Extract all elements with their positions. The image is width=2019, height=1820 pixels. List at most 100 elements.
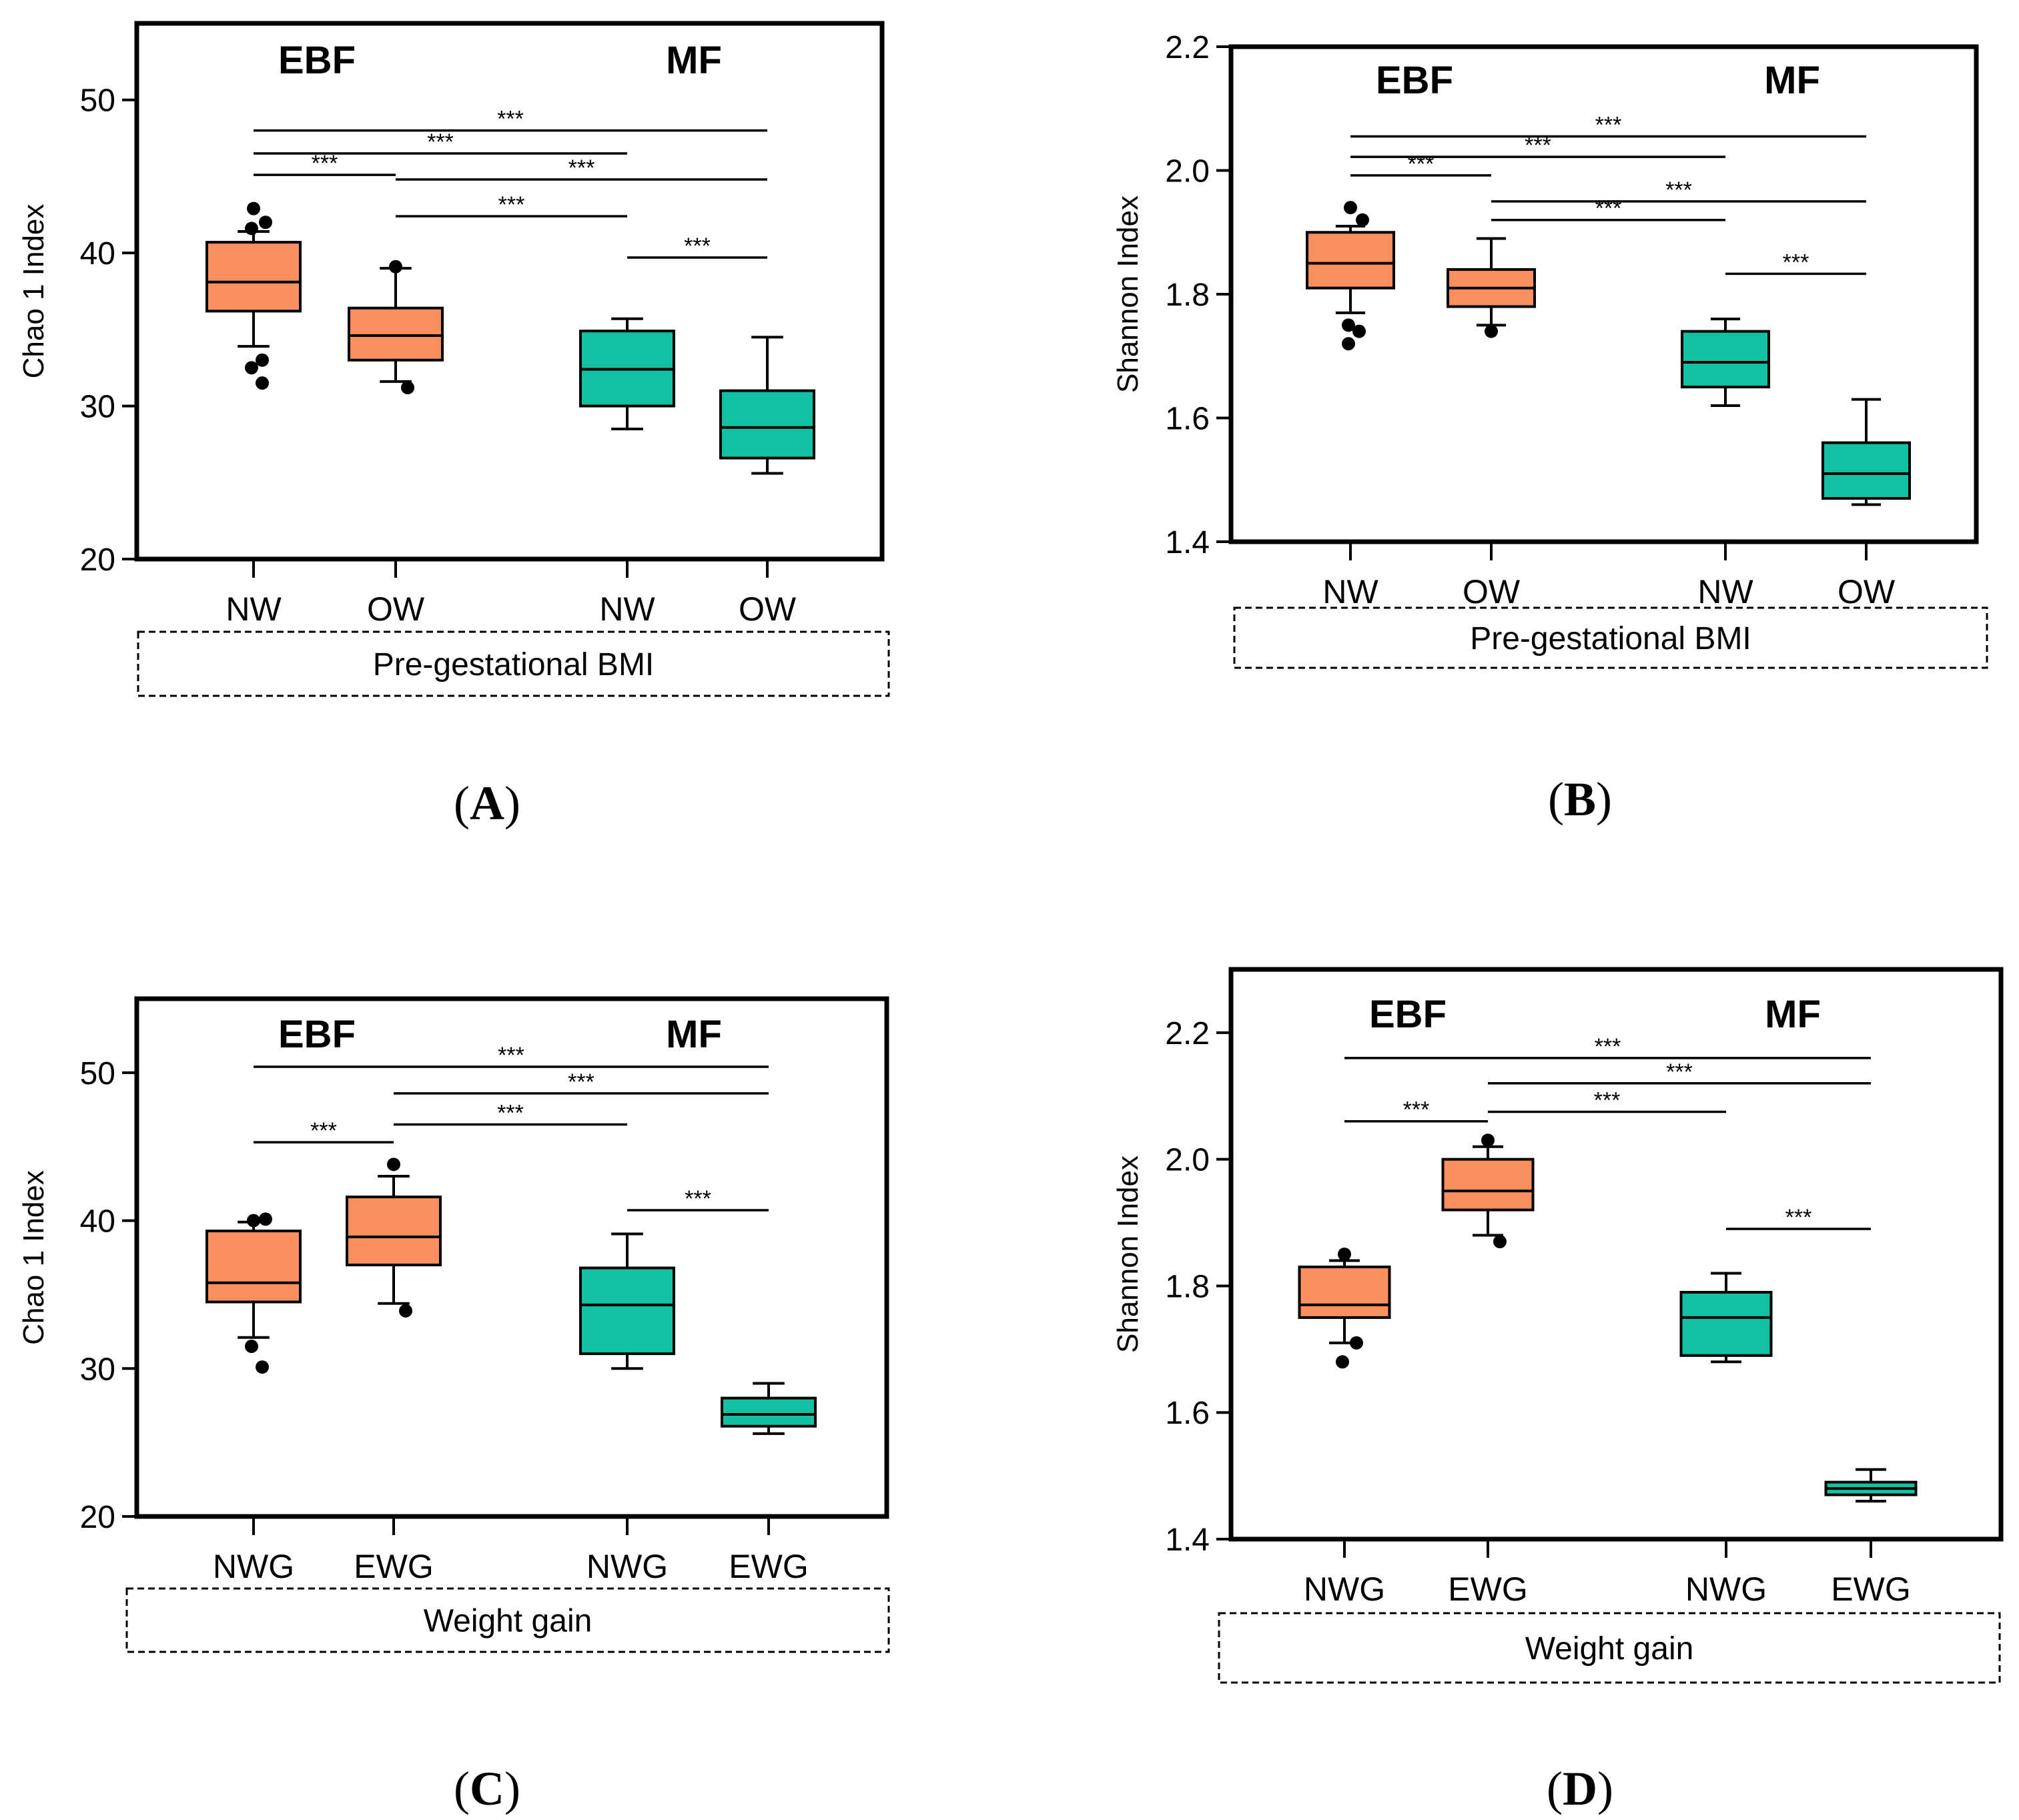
significance-label: *** — [497, 107, 524, 132]
box-iqr — [1441, 1158, 1535, 1212]
significance-label: *** — [1595, 196, 1622, 221]
box-ebf-nwg — [1298, 1248, 1391, 1369]
box-iqr — [579, 1266, 675, 1356]
significance-label: *** — [427, 129, 454, 155]
significance-label: *** — [1665, 177, 1692, 203]
outlier-point — [1342, 337, 1355, 351]
outlier-point — [1344, 201, 1357, 215]
y-tick-label: 1.6 — [1165, 1396, 1210, 1431]
y-tick-label: 1.8 — [1165, 1269, 1210, 1304]
x-category-label: EWG — [1831, 1570, 1910, 1608]
outlier-point — [1481, 1133, 1495, 1148]
box-mf-nw — [1681, 318, 1770, 407]
panel-letter: D — [1563, 1762, 1597, 1815]
outlier-point — [1338, 1248, 1351, 1261]
box-iqr — [206, 241, 302, 313]
significance-label: *** — [1595, 112, 1622, 137]
outlier-point — [247, 1214, 260, 1228]
outlier-point — [256, 353, 269, 367]
group-label-mf: MF — [666, 1013, 722, 1056]
x-category-label: NWG — [1685, 1570, 1767, 1608]
group-label-ebf: EBF — [1376, 59, 1453, 102]
box-iqr — [719, 389, 815, 460]
x-category-label: NW — [1697, 573, 1753, 610]
box-iqr — [348, 306, 444, 362]
panel-label: (D) — [1547, 1762, 1613, 1815]
box-ebf-nw — [1306, 201, 1395, 351]
panel-a: 20 30 40 50 Chao 1 Index NW OW NW OW EBF MF *** *** *… — [17, 21, 890, 830]
y-tick-label: 20 — [80, 542, 115, 578]
outlier-point — [1342, 318, 1355, 332]
significance-label: *** — [1525, 133, 1551, 158]
box-mf-ow — [719, 336, 815, 475]
y-tick-label: 50 — [80, 1056, 115, 1091]
outlier-point — [247, 201, 260, 215]
outlier-point — [256, 1360, 269, 1374]
outlier-point — [1350, 1336, 1363, 1350]
outlier-point — [1485, 324, 1498, 338]
x-category-label: EWG — [354, 1548, 433, 1585]
significance-label: *** — [685, 1186, 711, 1212]
group-label-ebf: EBF — [278, 1013, 356, 1056]
x-category-label: NW — [599, 590, 655, 628]
box-iqr — [346, 1196, 442, 1267]
y-tick-label: 50 — [80, 83, 115, 119]
y-tick-label: 30 — [80, 1352, 115, 1387]
footer-box — [125, 1587, 890, 1653]
outlier-point — [387, 1158, 400, 1172]
significance-label: *** — [568, 1069, 594, 1095]
box-mf-nwg — [1679, 1272, 1773, 1364]
panel-label: (A) — [454, 777, 520, 830]
significance-label: *** — [498, 1043, 524, 1068]
significance-label: *** — [1595, 1034, 1621, 1059]
panel-b: 1.4 1.6 1.8 2.0 2.2 Shannon Index NW OW NW OW EBF M… — [1112, 30, 1988, 826]
box-mf-nwg — [579, 1232, 675, 1370]
box-mf-nw — [579, 317, 675, 430]
outlier-point — [256, 376, 269, 390]
outlier-point — [1336, 1355, 1349, 1369]
outlier-point — [1356, 213, 1369, 227]
panel-letter: B — [1564, 773, 1596, 826]
significance-label: *** — [498, 192, 525, 217]
y-axis-label: Shannon Index — [1112, 195, 1144, 393]
plot-frame — [134, 21, 885, 562]
y-tick-label: 1.6 — [1165, 402, 1210, 437]
significance-label: *** — [1403, 1097, 1430, 1123]
footer-box — [1218, 1612, 2001, 1684]
x-category-label: EWG — [1448, 1570, 1527, 1608]
outlier-point — [401, 381, 414, 395]
outlier-point — [245, 361, 258, 375]
y-tick-label: 30 — [80, 390, 115, 425]
box-ebf-nw — [206, 201, 302, 390]
panel-c: 20 30 40 50 Chao 1 Index NWG EWG NWG EWG EBF MF ***… — [17, 996, 890, 1815]
box-iqr — [1679, 1290, 1773, 1357]
outlier-point — [245, 221, 258, 236]
outlier-point — [259, 1212, 272, 1226]
outlier-point — [1352, 324, 1366, 338]
y-tick-label: 40 — [80, 236, 115, 272]
box-ebf-ewg — [346, 1158, 442, 1318]
y-tick-label: 40 — [80, 1204, 115, 1240]
significance-label: *** — [1785, 1205, 1812, 1230]
plot-frame — [1228, 967, 2004, 1542]
y-tick-label: 1.8 — [1165, 278, 1210, 313]
box-ebf-ewg — [1441, 1133, 1535, 1249]
box-iqr — [206, 1230, 302, 1304]
group-label-mf: MF — [666, 39, 722, 82]
group-label-ebf: EBF — [278, 39, 356, 82]
significance-label: *** — [1666, 1059, 1693, 1085]
plot-frame — [134, 996, 889, 1519]
y-tick-label: 1.4 — [1165, 1522, 1210, 1558]
box-ebf-ow — [1447, 237, 1536, 338]
panel-label: (B) — [1548, 773, 1612, 826]
footer-label: Pre-gestational BMI — [1470, 621, 1751, 656]
box-iqr — [721, 1396, 817, 1428]
x-category-label: EWG — [729, 1548, 808, 1585]
box-iqr — [1306, 231, 1395, 290]
significance-label: *** — [568, 155, 595, 181]
x-category-label: NW — [1322, 573, 1378, 610]
box-ebf-ow — [348, 260, 444, 395]
box-mf-ewg — [1824, 1468, 1918, 1503]
box-iqr — [1298, 1265, 1391, 1319]
x-category-label: OW — [367, 590, 425, 628]
